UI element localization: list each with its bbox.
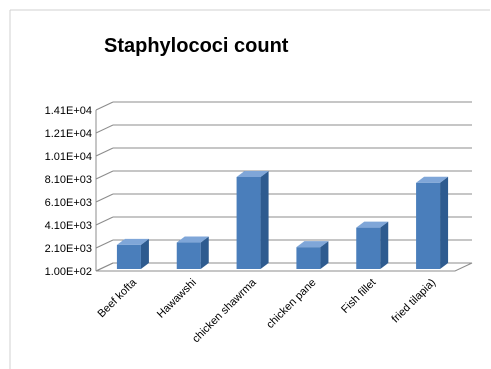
bar-front [356,227,381,269]
y-tick-label: 4.10E+03 [45,220,92,232]
bar-top [176,236,209,243]
gridlines [95,101,473,272]
y-tick-label: 8.10E+03 [45,174,92,186]
x-tick-label: Hawawshi [155,277,199,321]
bar-front [236,177,261,269]
x-tick-label: Beef kofta [96,276,140,320]
bar-top [116,238,149,245]
bar [116,238,149,269]
bar [416,176,449,269]
x-tick-label: chicken pane [264,277,318,331]
gridline-depth [95,101,114,111]
bar-side [440,176,449,269]
gridline-depth [95,239,114,249]
y-tick-label: 1.41E+04 [45,105,92,117]
x-tick-label: chicken shawrma [190,276,259,345]
bars [116,171,449,269]
gridline-depth [95,193,114,203]
y-tick-label: 1.00E+02 [45,266,92,278]
y-tick-label: 1.01E+04 [45,151,92,163]
bar-top [236,171,269,177]
bar-front [416,182,441,269]
bar [176,236,209,269]
chart-title: Staphylococi count [104,35,289,57]
chart-border [9,9,490,369]
bar-top [356,221,389,228]
bar-side [380,221,389,269]
x-tick-label: fried tilapia) [390,277,439,326]
x-tick-label: Fish fillet [339,277,378,316]
bar-side [140,238,149,269]
bar-top [416,176,449,183]
bar-top [296,241,329,248]
bar-front [116,244,141,269]
y-tick-label: 2.10E+03 [45,243,92,255]
gridline-depth [95,216,114,226]
y-tick-label: 1.21E+04 [45,128,92,140]
bar-side [260,171,269,269]
bar-side [200,236,209,269]
bar-front [296,247,321,269]
chart-floor [95,262,473,272]
bar [296,241,329,269]
y-axis-ticks: 1.00E+02 2.10E+03 4.10E+03 6.10E+03 8.10E+03… [45,105,92,278]
bar-front [176,242,201,269]
gridline-depth [95,147,114,157]
gridline-depth [95,170,114,180]
gridline-depth [95,124,114,134]
bar [356,221,389,269]
bar-side [320,241,329,269]
y-tick-label: 6.10E+03 [45,197,92,209]
bar [236,171,269,269]
